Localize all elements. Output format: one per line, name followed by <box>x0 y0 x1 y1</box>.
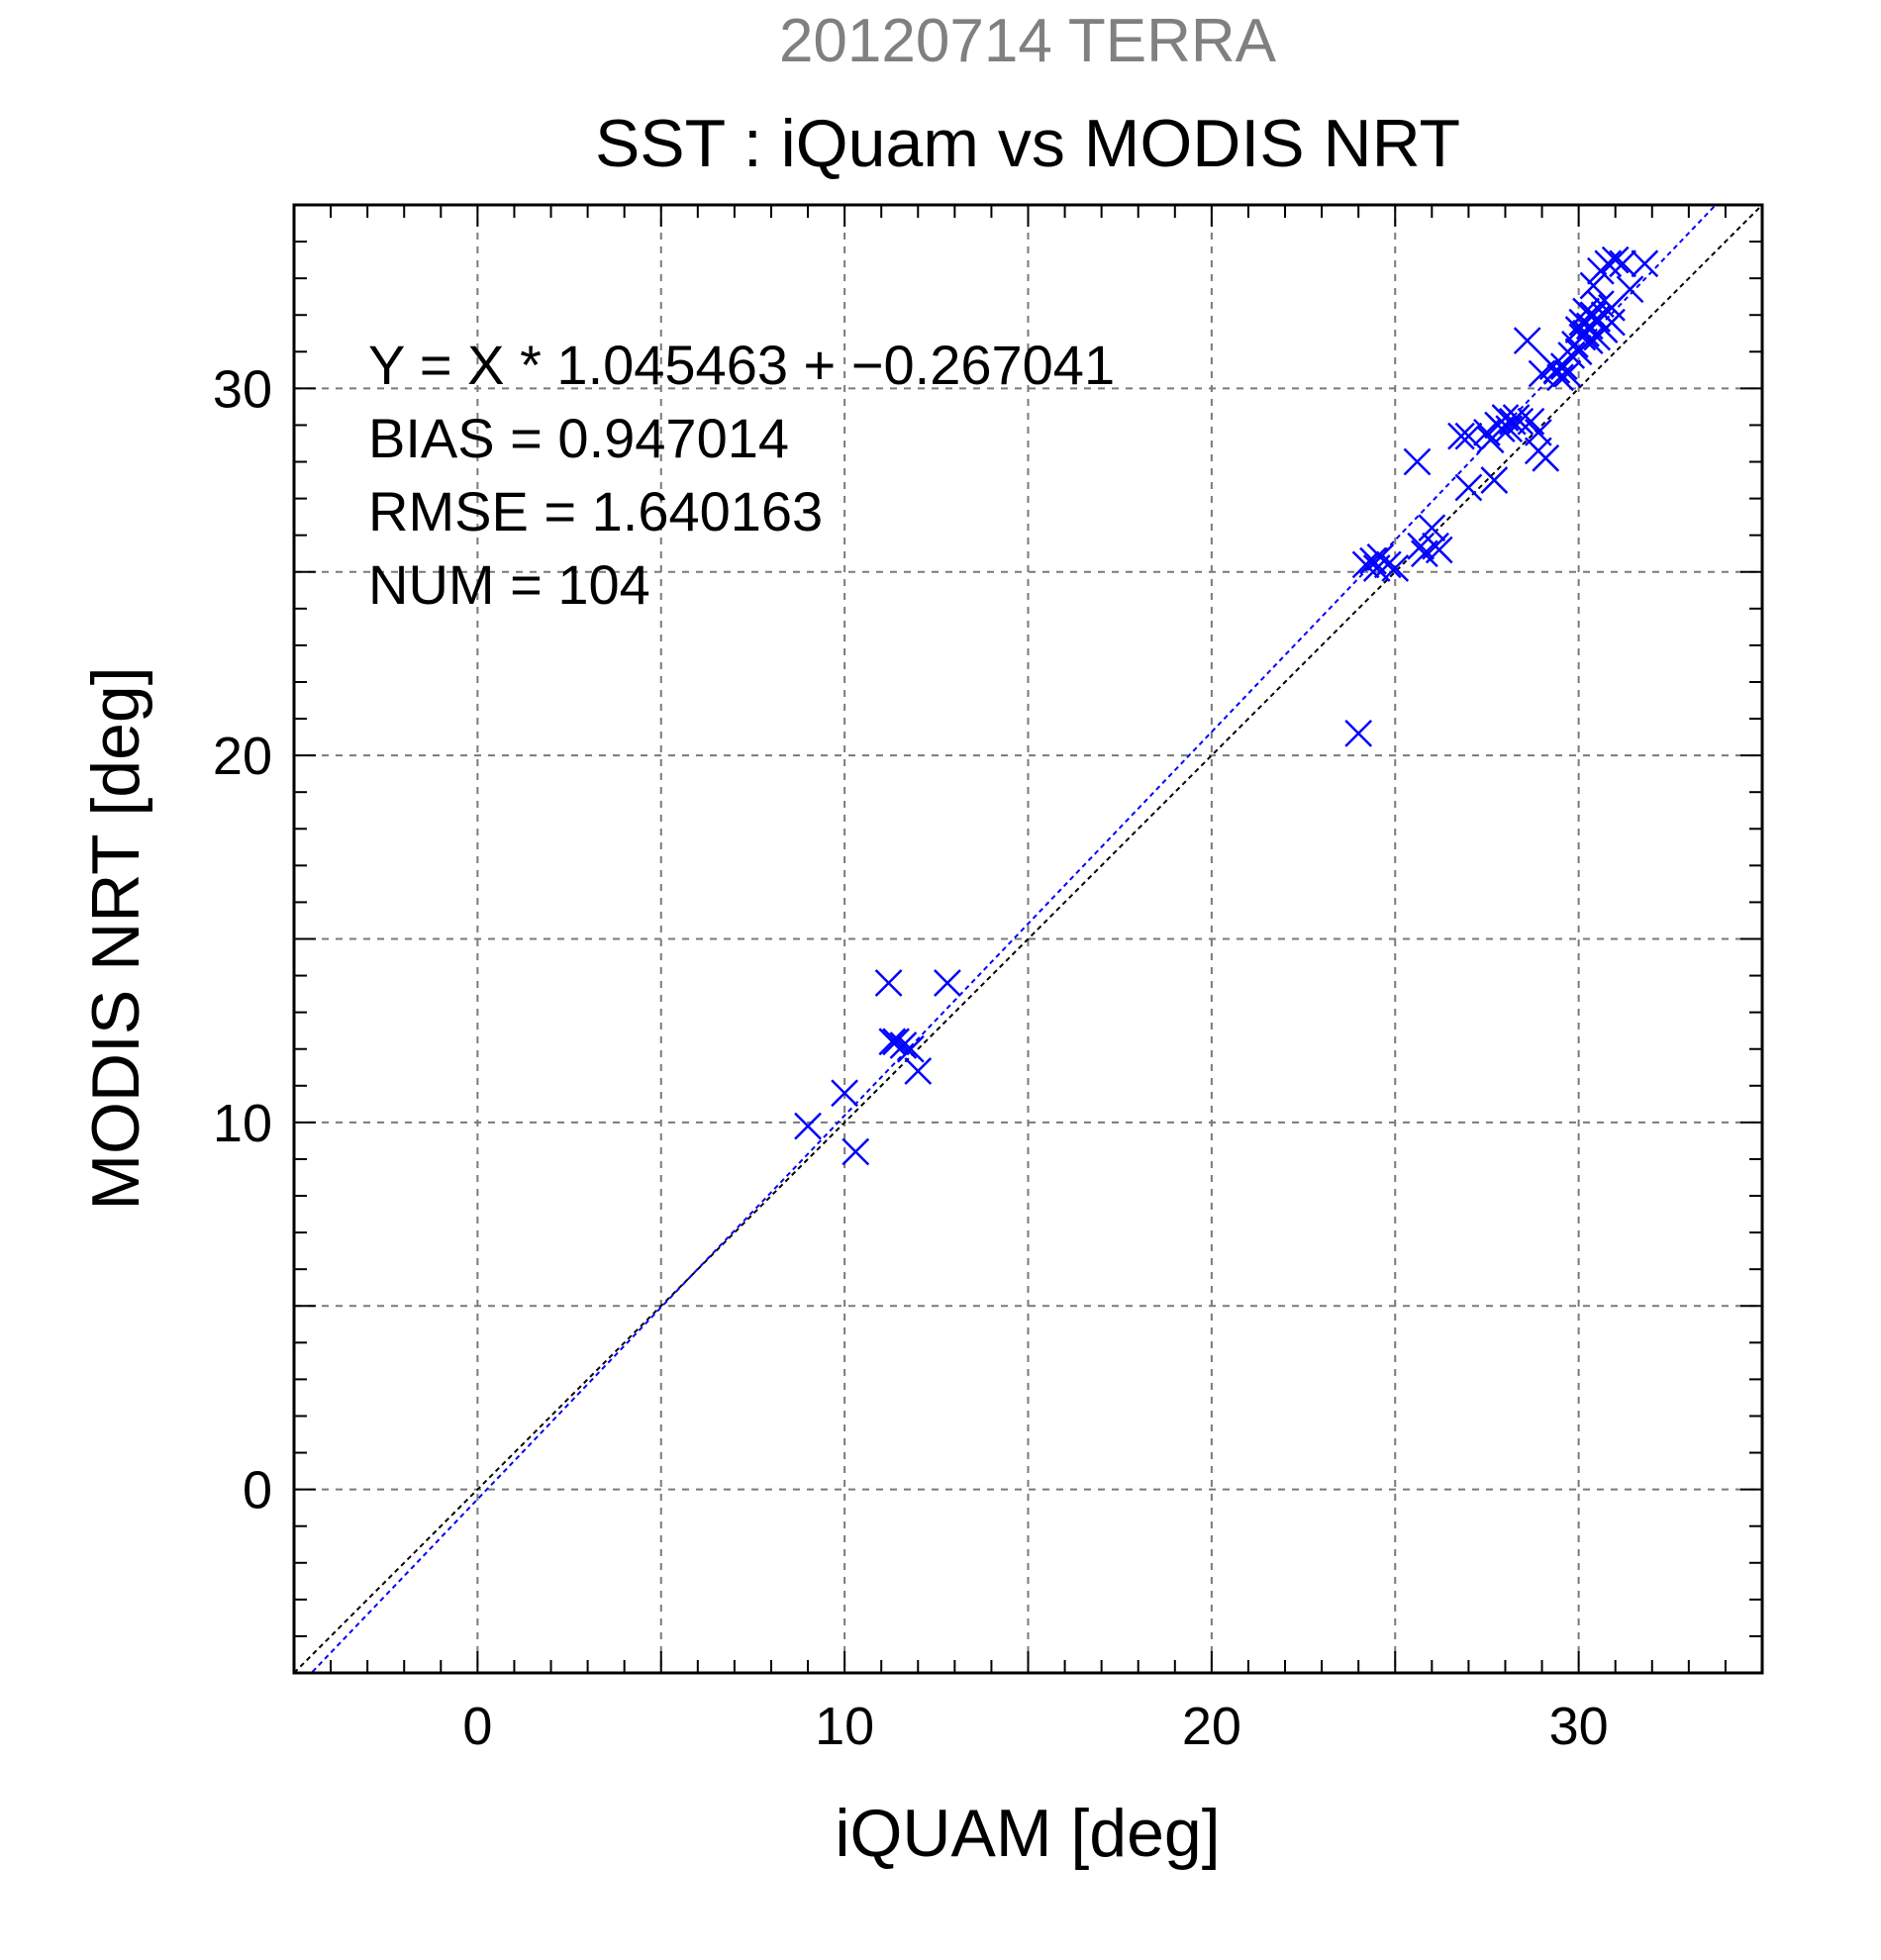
data-point <box>1425 536 1453 564</box>
data-point <box>874 969 903 997</box>
rmse-text: RMSE = 1.640163 <box>368 480 823 542</box>
y-tick-label: 0 <box>243 1461 272 1520</box>
data-point <box>1586 290 1615 318</box>
data-point <box>896 1034 925 1063</box>
bias-text: BIAS = 0.947014 <box>368 407 789 469</box>
x-axis-label: iQUAM [deg] <box>835 1796 1220 1871</box>
data-point <box>1351 550 1380 579</box>
x-tick-label: 20 <box>1182 1697 1241 1756</box>
data-points <box>794 245 1659 1166</box>
data-point <box>1403 447 1432 476</box>
reference-lines <box>294 205 1762 1673</box>
data-point <box>831 1079 859 1108</box>
data-point <box>1480 466 1509 494</box>
y-tick-label: 30 <box>213 359 272 419</box>
data-point <box>842 1137 870 1166</box>
chart-title: 20120714 TERRA <box>779 7 1277 75</box>
data-point <box>1616 275 1644 304</box>
tick-labels: 0 10 20 30 0 10 20 30 <box>213 359 1609 1756</box>
x-tick-label: 30 <box>1549 1697 1609 1756</box>
data-point <box>878 1028 907 1056</box>
data-point <box>1381 554 1410 582</box>
data-point <box>1532 443 1560 472</box>
data-point <box>934 969 961 997</box>
data-point <box>1631 249 1659 278</box>
data-point <box>1553 359 1582 388</box>
data-point <box>1594 249 1623 278</box>
plot-frame <box>292 203 1764 1675</box>
axis-ticks <box>294 205 1762 1673</box>
identity-line <box>294 205 1762 1673</box>
chart-subtitle: SST : iQuam vs MODIS NRT <box>595 106 1460 181</box>
data-point <box>1418 514 1446 542</box>
data-point <box>1407 532 1436 560</box>
data-point <box>904 1057 933 1085</box>
y-axis-label: MODIS NRT [deg] <box>78 666 153 1210</box>
data-point <box>1524 418 1552 446</box>
data-point <box>1557 342 1586 369</box>
data-point <box>1575 327 1604 355</box>
data-point <box>1454 473 1483 502</box>
x-tick-label: 10 <box>815 1697 874 1756</box>
data-point <box>1609 249 1636 278</box>
stats-box: Y = X * 1.045463 + −0.267041 BIAS = 0.94… <box>368 334 1115 616</box>
data-point <box>1598 308 1626 337</box>
y-tick-label: 20 <box>213 727 272 786</box>
num-text: NUM = 104 <box>368 553 650 616</box>
grid-lines <box>294 205 1762 1673</box>
data-point <box>889 1031 918 1059</box>
data-point <box>1373 550 1402 579</box>
x-tick-label: 0 <box>462 1697 492 1756</box>
data-point <box>882 1028 910 1056</box>
data-point <box>1344 719 1373 747</box>
y-tick-label: 10 <box>213 1094 272 1153</box>
data-point <box>1513 327 1541 355</box>
data-point <box>1447 422 1475 450</box>
data-point <box>1506 407 1534 436</box>
data-point <box>1546 363 1574 392</box>
regression-fit-line <box>310 205 1718 1673</box>
data-point <box>794 1112 822 1140</box>
fit-equation: Y = X * 1.045463 + −0.267041 <box>368 334 1115 396</box>
data-point <box>1601 245 1630 274</box>
data-point <box>1579 271 1608 300</box>
